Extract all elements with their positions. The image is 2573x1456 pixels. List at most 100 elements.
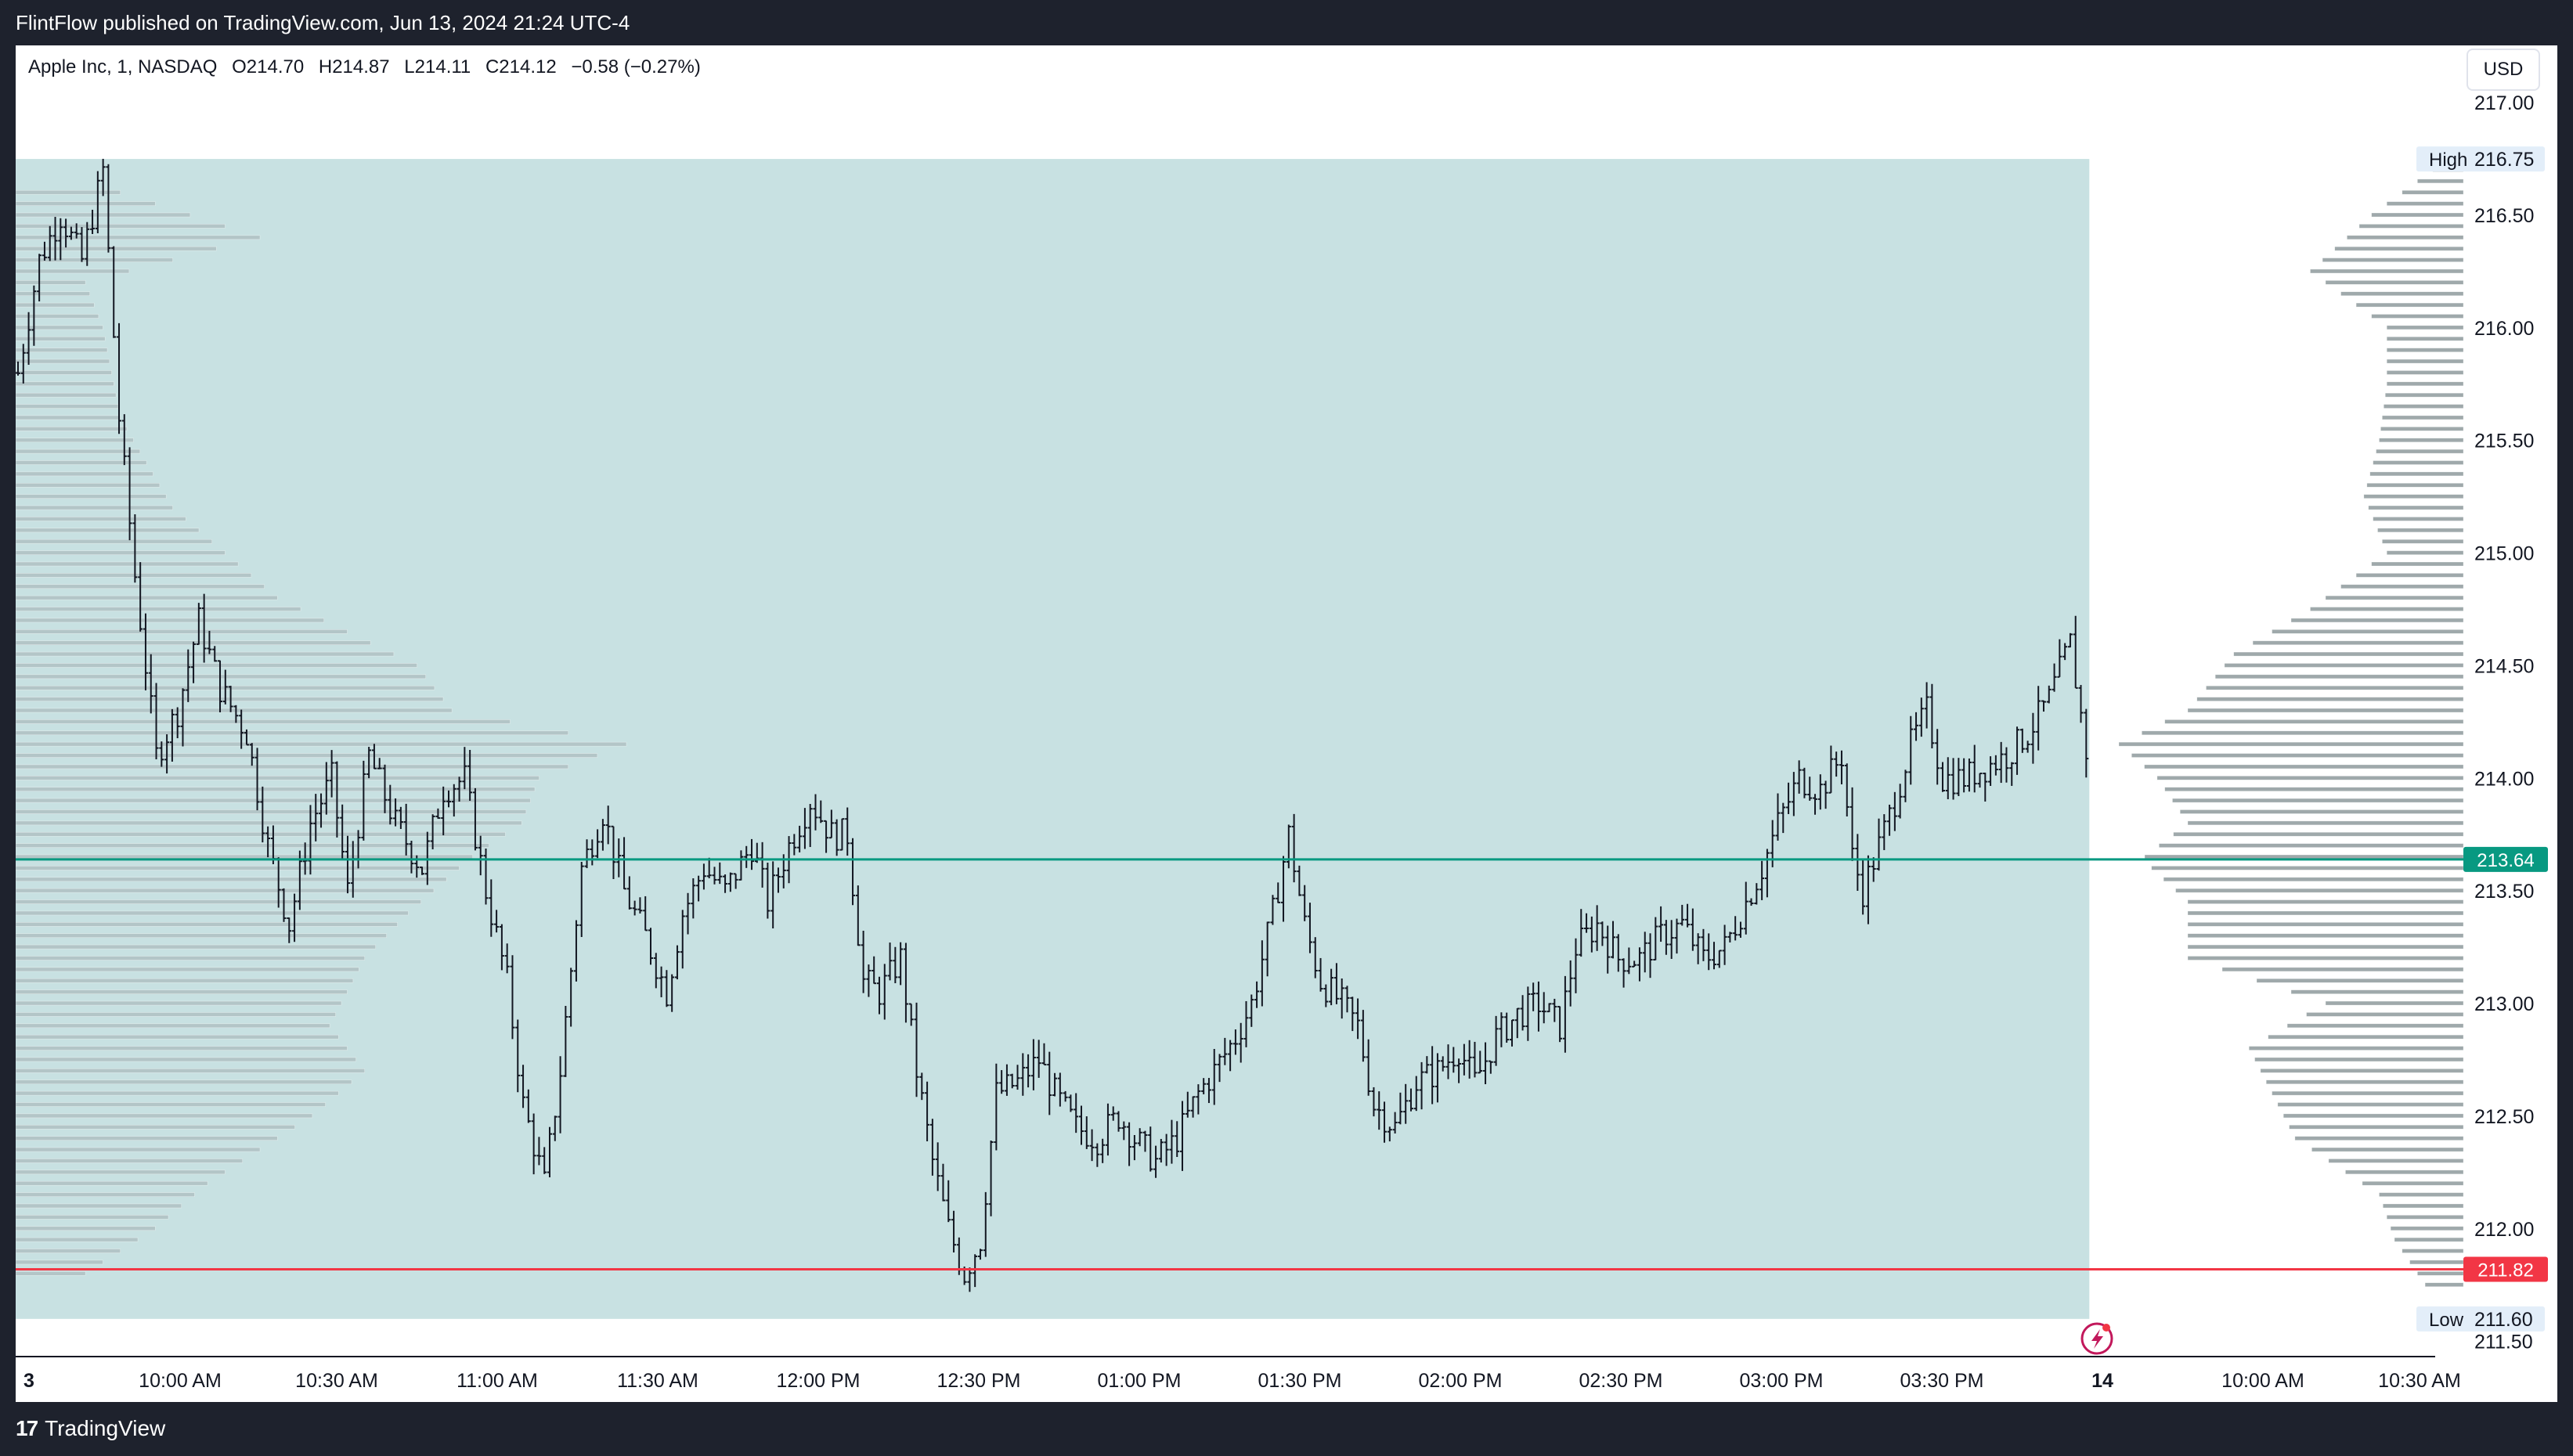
ohlc-bar [1323, 984, 1329, 1007]
ohlc-bar [1908, 715, 1914, 785]
ohlc-bar [31, 285, 37, 346]
ohlc-bar [132, 514, 138, 583]
ohlc-bar [653, 953, 659, 989]
session-volume-profile-bar [16, 235, 261, 240]
ohlc-bar [1940, 762, 1945, 792]
ohlc-bar [1531, 982, 1536, 1011]
ohlc-bar [1371, 1087, 1377, 1117]
visible-range-volume-profile-bar [2347, 235, 2464, 240]
currency-selector-button[interactable]: USD [2467, 49, 2540, 91]
session-volume-profile-bar [16, 517, 186, 521]
session-volume-profile-bar [16, 1180, 208, 1186]
ohlc-bar [319, 793, 324, 828]
ohlc-bar [228, 686, 233, 712]
visible-range-volume-profile-bar [2173, 831, 2464, 837]
ohlc-bar [1440, 1056, 1445, 1072]
time-tick-label: 10:00 AM [139, 1370, 222, 1392]
ohlc-bar [143, 613, 148, 690]
ohlc-bar [584, 839, 590, 869]
ohlc-bar [605, 805, 611, 845]
ohlc-bar [63, 218, 69, 248]
ohlc-bar [1552, 998, 1557, 1022]
ohlc-bar [254, 748, 260, 811]
ohlc-bar [1127, 1122, 1132, 1166]
chart-canvas[interactable]: 211.50 212.00 212.50 213.00 213.50 214.00 214.… [16, 45, 2557, 1402]
ohlc-bar [1445, 1044, 1451, 1079]
ohlc-bar [186, 649, 191, 702]
ohlc-bar [1020, 1053, 1026, 1096]
ohlc-bar [1669, 920, 1674, 959]
ohlc-bar [1307, 903, 1312, 953]
ohlc-bar [361, 760, 366, 841]
price-tick-label: 216.50 [2474, 205, 2534, 227]
ohlc-bar [47, 225, 52, 261]
visible-range-volume-profile-bar [2159, 843, 2464, 848]
visible-range-volume-profile-bar [2164, 719, 2464, 724]
visible-range-volume-profile-bar [2131, 753, 2464, 758]
ohlc-bar [2084, 708, 2089, 778]
session-volume-profile-bar [16, 922, 398, 927]
lightning-icon[interactable] [2080, 1322, 2113, 1355]
visible-range-volume-profile-bar [2325, 280, 2464, 285]
ohlc-bar [1626, 947, 1632, 975]
price-tags-layer: 213.64 211.82 High 216.75 Low 211.60 [2416, 146, 2548, 1332]
ohlc-bar [1977, 773, 1983, 788]
visible-range-volume-profile-bar [2163, 877, 2464, 882]
visible-range-volume-profile-bar [2172, 798, 2464, 803]
ohlc-bar [239, 709, 244, 749]
ohlc-bar [1525, 986, 1531, 1041]
legend-high: H214.87 [318, 56, 390, 77]
session-volume-profile-bar [16, 561, 239, 567]
ohlc-bar [1259, 940, 1265, 1007]
ohlc-bar [1398, 1092, 1403, 1125]
session-volume-profile-bar [16, 505, 173, 510]
ohlc-bar [1270, 895, 1276, 925]
ohlc-bar [1382, 1101, 1388, 1143]
ohlc-bar [2052, 663, 2057, 692]
visible-range-volume-profile-bar [2386, 325, 2464, 330]
ohlc-bar [669, 974, 675, 1012]
ohlc-bar [792, 834, 797, 856]
price-tick-label: 213.50 [2474, 881, 2534, 903]
tradingview-brand-name: TradingView [45, 1416, 166, 1440]
ohlc-bar [1855, 834, 1860, 891]
price-axis: 211.50 212.00 212.50 213.00 213.50 214.00 214.… [2474, 92, 2534, 1353]
visible-range-volume-profile-bar [2371, 561, 2464, 567]
visible-range-volume-profile-bar [2306, 1012, 2464, 1017]
ohlc-bar [1089, 1129, 1095, 1162]
visible-range-volume-profile-bar [2402, 189, 2464, 195]
ohlc-bar [510, 955, 515, 1040]
ohlc-bar [1004, 1064, 1009, 1096]
ohlc-bar [1738, 921, 1743, 938]
ohlc-bar [1201, 1078, 1207, 1094]
ohlc-bar [1488, 1060, 1493, 1074]
visible-range-volume-profile-bar [2224, 663, 2464, 668]
ohlc-bar [1589, 916, 1594, 953]
ohlc-bar [1211, 1048, 1217, 1105]
ohlc-bar [1217, 1054, 1222, 1083]
session-volume-profile-bar [16, 1136, 278, 1141]
session-volume-profile-bar [16, 302, 95, 308]
publish-bar: FlintFlow published on TradingView.com, … [0, 0, 2573, 45]
ohlc-bar [1131, 1134, 1137, 1161]
session-volume-profile-bar [16, 201, 156, 206]
ohlc-bar [749, 838, 755, 870]
ohlc-bar [74, 223, 79, 239]
ohlc-bar [2036, 686, 2041, 751]
visible-range-volume-profile-bar [2358, 224, 2464, 229]
ohlc-bar [1839, 750, 1844, 784]
ohlc-bar [1499, 1012, 1504, 1047]
visible-range-volume-profile-bar [2340, 584, 2464, 589]
low-price-tag [2416, 1306, 2545, 1332]
session-volume-profile-bar [16, 314, 99, 319]
ohlc-bar [265, 826, 271, 858]
low-value: 211.60 [2474, 1309, 2533, 1331]
ohlc-bar [16, 361, 20, 376]
ohlc-bar [409, 840, 414, 874]
chart-frame[interactable]: 211.50 212.00 212.50 213.00 213.50 214.00 214.… [16, 45, 2557, 1402]
ohlc-bar [504, 943, 510, 974]
ohlc-bar [1844, 763, 1849, 817]
ohlc-bar [568, 968, 574, 1027]
ohlc-bar [2046, 685, 2052, 704]
session-volume-profile-bar [16, 280, 86, 285]
